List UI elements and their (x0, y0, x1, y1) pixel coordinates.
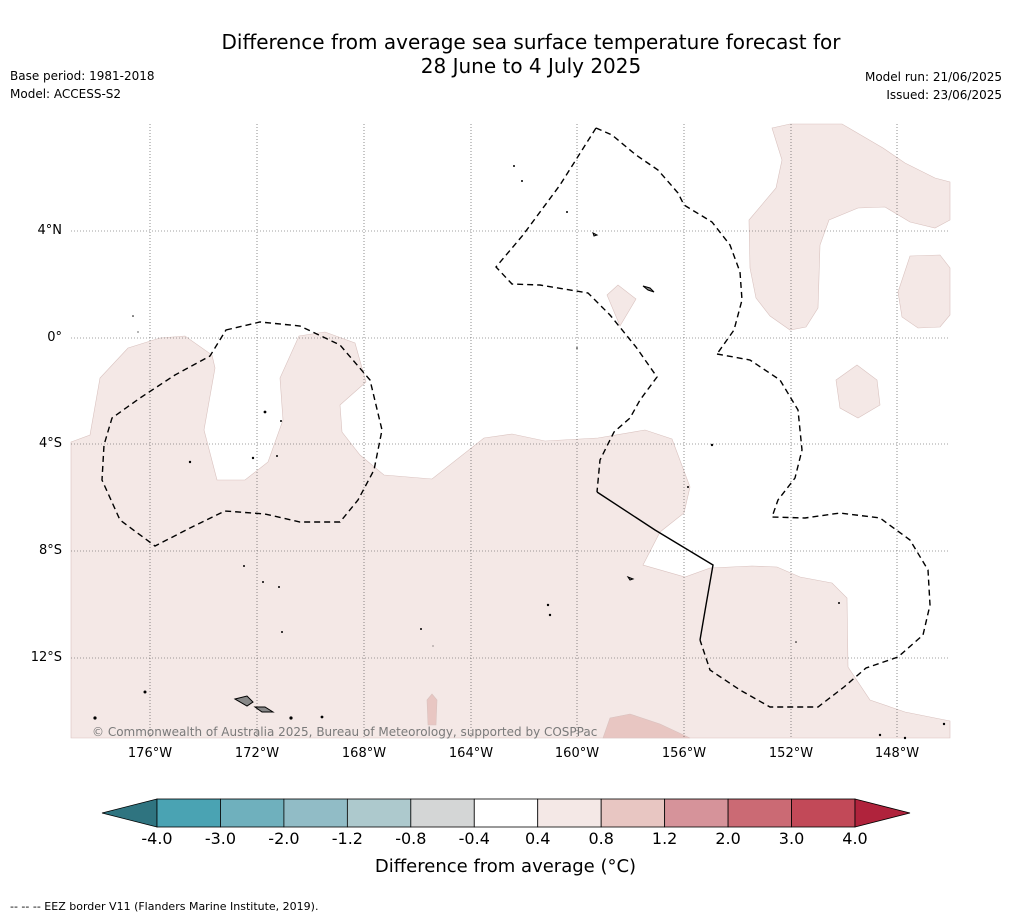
model-run: Model run: 21/06/2025 (864, 70, 1002, 84)
colorbar-segment (220, 798, 285, 828)
copyright-notice: © Commonwealth of Australia 2025, Bureau… (92, 725, 598, 739)
colorbar-tick-label: -4.0 (141, 829, 173, 848)
lon-label-156w: 156°W (661, 746, 707, 761)
eez-borders (101, 127, 931, 708)
anomaly-region-small-center (606, 284, 637, 327)
chart-title: Difference from average sea surface temp… (0, 30, 1011, 78)
colorbar-segment (727, 798, 792, 828)
lat-label-4s: 4°S (38, 436, 62, 451)
lon-label-152w: 152°W (768, 746, 814, 761)
colorbar-segment (156, 798, 221, 828)
colorbar-extend-high (854, 798, 911, 828)
title-line-2: 28 June to 4 July 2025 (420, 54, 642, 78)
colorbar-tick-label: 1.2 (651, 829, 678, 848)
footnote: -- -- -- EEZ border V11 (Flanders Marine… (10, 900, 319, 913)
anomaly-region-warm-spot (426, 693, 438, 726)
islands (233, 232, 655, 713)
colorbar-segment (791, 798, 856, 828)
eez-border-solid (596, 491, 714, 641)
colorbar-tick-label: 2.0 (715, 829, 741, 848)
eez-border-center-west (495, 127, 658, 493)
lat-label-8s: 8°S (38, 543, 62, 558)
lat-label-4n: 4°N (37, 223, 63, 238)
island-samoa-1 (233, 695, 254, 707)
colorbar-tick-label: 4.0 (842, 829, 868, 848)
lon-label-160w: 160°W (554, 746, 600, 761)
eez-border-west (101, 321, 383, 547)
eez-border-east (699, 353, 931, 708)
colorbar-segment (664, 798, 729, 828)
eez-border-center (595, 127, 743, 355)
colorbar-tick-label: -0.4 (458, 829, 490, 848)
colorbar-tick-label: 0.4 (524, 829, 551, 848)
island-small-2 (592, 232, 599, 237)
title-line-1: Difference from average sea surface temp… (221, 30, 841, 54)
gridlines (71, 124, 950, 738)
lon-label-148w: 148°W (874, 746, 920, 761)
colorbar-segment (600, 798, 666, 828)
anomaly-region-warm-south (602, 713, 691, 739)
colorbar-segment (473, 798, 539, 828)
base-period: Base period: 1981-2018 (10, 69, 155, 83)
anomaly-region-small-east (835, 364, 881, 419)
anomaly-shading (70, 123, 951, 739)
colorbar-segment (537, 798, 602, 828)
colorbar-tick-label: -1.2 (331, 829, 363, 848)
colorbar-tick-label: 0.8 (588, 829, 614, 848)
colorbar-extend-low (101, 798, 158, 828)
colorbar-tick-label: -3.0 (204, 829, 237, 848)
issued-date: Issued: 23/06/2025 (886, 88, 1002, 102)
lon-label-176w: 176°W (127, 746, 173, 761)
anomaly-region-east (897, 254, 951, 329)
lat-label-0: 0° (47, 330, 62, 345)
colorbar-tick-label: -0.8 (395, 829, 427, 848)
colorbar-tick-label: 3.0 (778, 829, 805, 848)
anomaly-region-northeast (748, 123, 951, 331)
model-name: Model: ACCESS-S2 (10, 87, 122, 101)
colorbar-tick-label: -2.0 (268, 829, 300, 848)
colorbar-segment (346, 798, 412, 828)
islets (93, 165, 946, 740)
lat-label-12s: 12°S (30, 650, 62, 665)
island-small-1 (642, 285, 655, 293)
meta-right: Model run: 21/06/2025 Issued: 23/06/2025 (865, 68, 1002, 104)
lon-label-168w: 168°W (341, 746, 387, 761)
island-samoa-2 (253, 706, 275, 713)
meta-left: Base period: 1981-2018 Model: ACCESS-S2 (10, 67, 155, 103)
anomaly-region-main (70, 331, 951, 739)
island-small-3 (626, 575, 635, 581)
colorbar-segment (283, 798, 348, 828)
lon-label-164w: 164°W (448, 746, 494, 761)
lon-label-172w: 172°W (234, 746, 280, 761)
colorbar-label: Difference from average (°C) (374, 856, 637, 877)
colorbar-segment (410, 798, 475, 828)
